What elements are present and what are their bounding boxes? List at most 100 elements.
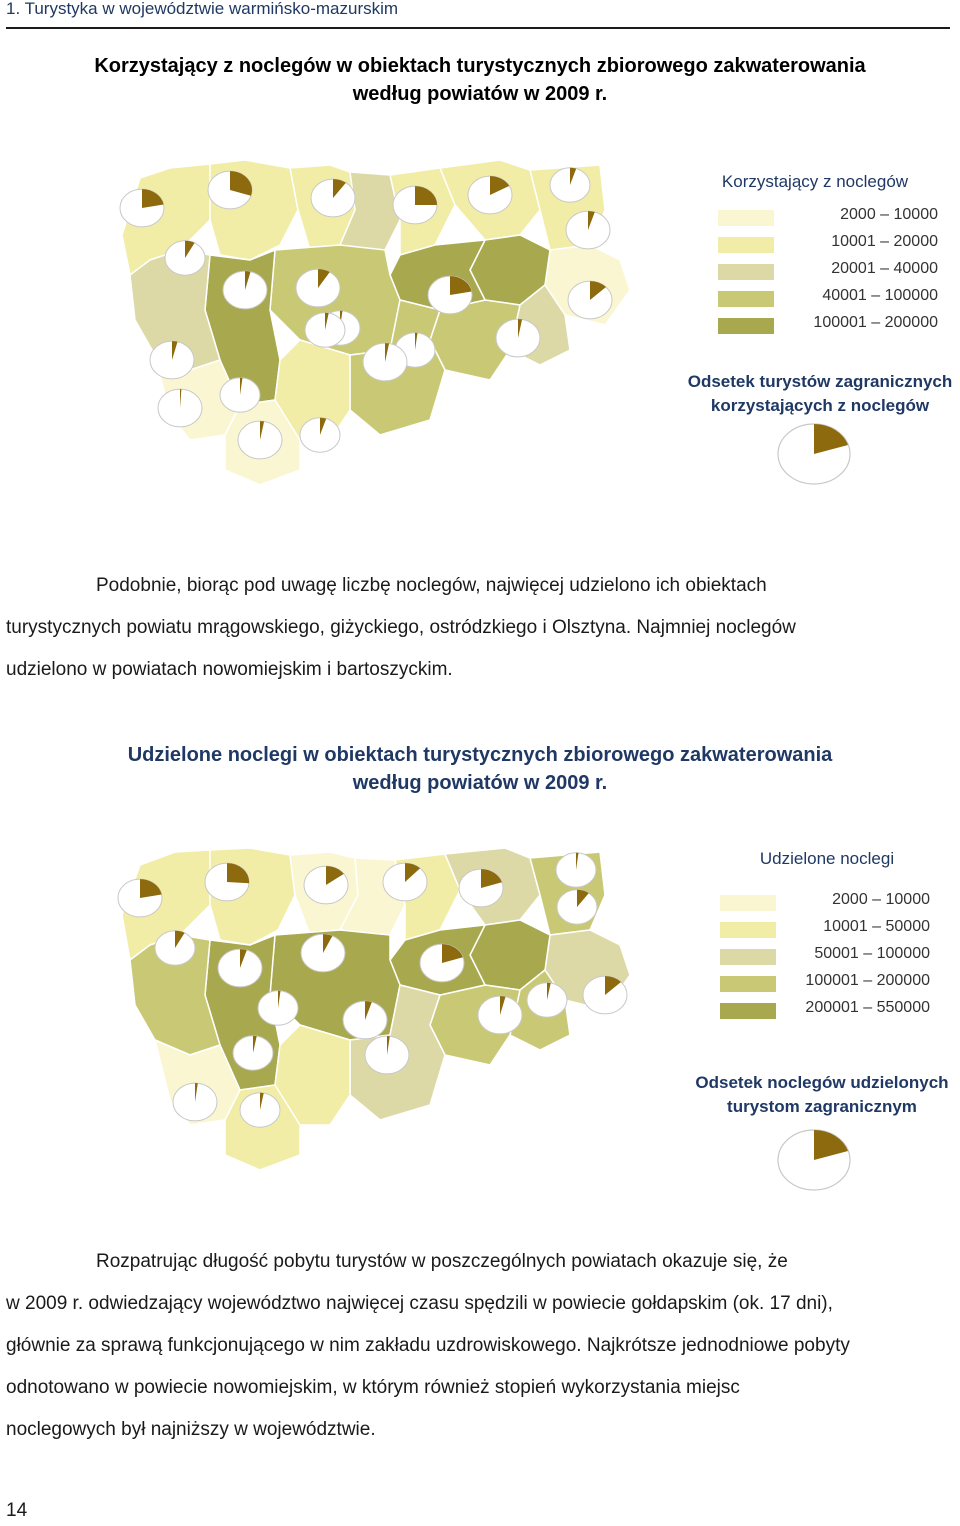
- pie-slice: [326, 866, 344, 885]
- legend2-swatch: [720, 895, 776, 911]
- legend1-swatch: [718, 264, 774, 280]
- pie-marker: [495, 318, 541, 358]
- paragraph1-line3: udzielono w powiatach nowomiejskim i bar…: [6, 659, 453, 680]
- pie-marker: [300, 933, 346, 973]
- pie-marker: [364, 1035, 410, 1075]
- pie-marker: [157, 388, 203, 428]
- pie-slice: [333, 179, 346, 198]
- pie-marker: [149, 340, 195, 380]
- legend2-swatch: [720, 1003, 776, 1019]
- legend2-swatch: [720, 922, 776, 938]
- legend2-label: 2000 – 10000: [832, 891, 930, 908]
- pie-marker: [219, 377, 261, 413]
- pie-marker: [362, 342, 408, 382]
- legend2-label: 100001 – 200000: [805, 972, 930, 989]
- legend1-label: 100001 – 200000: [813, 314, 938, 331]
- figure2-title: Udzielone noclegi w obiektach turystyczn…: [0, 741, 960, 797]
- pie-marker: [556, 889, 598, 925]
- pie-marker: [222, 270, 268, 310]
- pie-legend1-icon: [777, 423, 851, 485]
- pie-slice: [576, 852, 579, 870]
- pie-slice: [577, 889, 589, 907]
- legend2-title: Udzielone noclegi: [759, 849, 895, 868]
- pie-marker: [204, 862, 250, 902]
- pie-slice: [245, 271, 251, 290]
- pie-slice: [227, 863, 250, 884]
- legend1-swatch: [718, 237, 774, 253]
- page-number: 14: [6, 1500, 28, 1521]
- pie-slice: [547, 982, 551, 1000]
- legend2-label: 10001 – 50000: [823, 918, 930, 935]
- running-header: 1. Turystyka w województwie warmińsko-ma…: [6, 0, 399, 18]
- pie-marker: [304, 312, 346, 348]
- pie-marker: [117, 878, 163, 918]
- pie-slice: [450, 276, 472, 295]
- paragraph2: Rozpatrując długość pobytu turystów w po…: [6, 1241, 950, 1451]
- figure1-title-line1: Korzystający z noclegów w obiektach tury…: [94, 55, 866, 77]
- pie-slice: [172, 341, 178, 360]
- figure2-title-line1: Udzielone noclegi w obiektach turystyczn…: [127, 744, 833, 766]
- pie-slice: [240, 949, 247, 968]
- region-nidzicki: [274, 1024, 351, 1126]
- pie-marker: [217, 948, 263, 988]
- pie-slice: [260, 421, 265, 440]
- pie-slice: [490, 176, 510, 195]
- pie-marker: [567, 280, 613, 320]
- pie-marker: [526, 982, 568, 1018]
- pie-slice: [590, 281, 606, 300]
- pie-marker: [419, 943, 465, 983]
- pie-legend2-line1: Odsetek noclegów udzielonych: [695, 1073, 949, 1092]
- legend1-label: 40001 – 100000: [822, 287, 938, 304]
- pie-slice: [175, 930, 185, 948]
- pie-marker: [303, 865, 349, 905]
- pie-marker: [257, 990, 299, 1026]
- pie-slice: [325, 312, 329, 330]
- pie-slice: [230, 171, 252, 196]
- pie-slice: [278, 990, 281, 1008]
- legend1-swatch: [718, 291, 774, 307]
- pie-marker: [207, 170, 253, 210]
- paragraph2-line1: Rozpatrując długość pobytu turystów w po…: [96, 1251, 788, 1272]
- pie-marker: [582, 975, 628, 1015]
- pie-marker: [477, 995, 523, 1035]
- figure2-title-line2: według powiatów w 2009 r.: [352, 772, 608, 794]
- pie-slice: [320, 417, 327, 435]
- pie-legend1-title: Odsetek turystów zagranicznych korzystaj…: [675, 370, 960, 418]
- header-divider: [6, 27, 950, 29]
- pie-marker: [310, 178, 356, 218]
- pie-slice: [323, 934, 333, 953]
- pie-marker: [392, 185, 438, 225]
- pie-marker: [295, 268, 341, 308]
- pie-marker: [299, 417, 341, 453]
- legend2-label: 200001 – 550000: [805, 999, 930, 1016]
- pie-legend2-title: Odsetek noclegów udzielonych turystom za…: [672, 1071, 960, 1119]
- pie-slice: [442, 944, 463, 963]
- pie-slice: [180, 389, 182, 408]
- pie-slice: [405, 863, 421, 882]
- pie-marker: [549, 167, 591, 203]
- pie-legend2-icon: [777, 1129, 851, 1191]
- pies-figure2: [117, 852, 628, 1128]
- legend1-swatch: [718, 210, 774, 226]
- pie-marker: [458, 868, 504, 908]
- pie-slice: [588, 211, 595, 230]
- paragraph1-line2: turystycznych powiatu mrągowskiego, giży…: [6, 617, 796, 638]
- pie-marker: [239, 1092, 281, 1128]
- pie-slice: [318, 269, 330, 288]
- pie-slice: [365, 1001, 372, 1020]
- paragraph1-line1: Podobnie, biorąc pod uwagę liczbę nocleg…: [96, 575, 767, 596]
- pie-marker: [342, 1000, 388, 1040]
- pie-legend1-line2: korzystających z noclegów: [710, 396, 930, 415]
- pie-legend2-line2: turystom zagranicznym: [727, 1097, 917, 1116]
- pie-slice: [481, 869, 502, 888]
- pie-slice: [140, 879, 162, 898]
- pie-marker: [154, 930, 196, 966]
- paragraph2-line2: w 2009 r. odwiedzający województwo najwi…: [6, 1293, 833, 1314]
- pie-marker: [467, 175, 513, 215]
- pie-marker: [555, 852, 597, 888]
- pie-marker: [164, 240, 206, 276]
- paragraph1: Podobnie, biorąc pod uwagę liczbę nocleg…: [6, 565, 950, 691]
- pie-marker: [237, 420, 283, 460]
- pie-slice: [605, 976, 621, 995]
- pie-slice: [253, 1035, 257, 1053]
